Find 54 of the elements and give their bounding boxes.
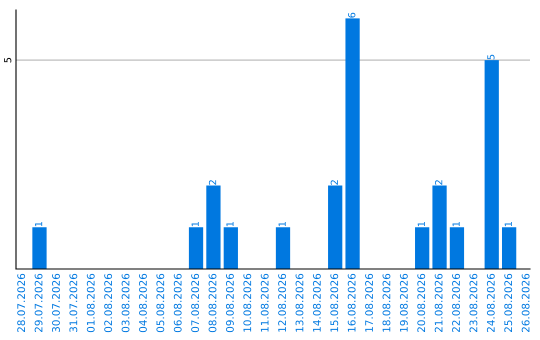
x-tick-label: 13.08.2026 xyxy=(296,274,304,332)
x-tick-label: 10.08.2026 xyxy=(243,274,252,332)
bar xyxy=(484,60,499,269)
bar xyxy=(415,227,430,269)
x-tick-label: 19.08.2026 xyxy=(400,274,408,332)
data-label: 2 xyxy=(435,180,442,185)
bar xyxy=(450,227,464,269)
x-tick-label: 21.08.2026 xyxy=(434,274,443,332)
data-label: 1 xyxy=(418,222,425,226)
x-tick-label: 12.08.2026 xyxy=(278,274,286,332)
x-tick-label: 08.08.2026 xyxy=(208,274,216,332)
x-tick-label: 09.08.2026 xyxy=(226,274,234,332)
data-label: 1 xyxy=(35,222,42,226)
data-label: 1 xyxy=(278,222,286,226)
x-tick-label: 20.08.2026 xyxy=(417,274,426,332)
x-tick-label: 28.07.2026 xyxy=(17,274,26,332)
bar xyxy=(188,227,204,269)
data-label: 1 xyxy=(452,222,460,226)
x-tick-label: 22.08.2026 xyxy=(452,274,460,332)
x-tick-label: 03.08.2026 xyxy=(122,274,130,332)
x-tick-label: 25.08.2026 xyxy=(504,274,512,332)
bar xyxy=(276,227,290,269)
data-label: 5 xyxy=(487,54,495,60)
x-tick-label: 05.08.2026 xyxy=(156,274,164,332)
x-tick-label: 23.08.2026 xyxy=(469,274,478,332)
x-tick-label: 07.08.2026 xyxy=(191,274,200,332)
data-label: 1 xyxy=(192,222,199,226)
data-label: 1 xyxy=(504,222,512,226)
bar xyxy=(224,227,238,269)
bar xyxy=(502,227,516,269)
x-tick-label: 17.08.2026 xyxy=(365,274,373,332)
x-tick-label: 15.08.2026 xyxy=(330,274,338,332)
x-tick-label: 11.08.2026 xyxy=(260,274,269,332)
x-tick-label: 26.08.2026 xyxy=(522,274,530,332)
x-tick-label: 02.08.2026 xyxy=(104,274,112,332)
x-tick-label: 30.07.2026 xyxy=(52,274,60,332)
x-tick-label: 18.08.2026 xyxy=(382,274,390,332)
data-label: 2 xyxy=(330,180,338,185)
data-label: 1 xyxy=(226,222,234,226)
data-label: 2 xyxy=(208,180,216,185)
data-label: 6 xyxy=(348,12,356,18)
x-tick-label: 31.07.2026 xyxy=(69,274,78,332)
x-tick-label: 14.08.2026 xyxy=(312,274,321,332)
x-tick-label: 06.08.2026 xyxy=(174,274,182,332)
bar xyxy=(206,185,221,269)
x-tick-label: 16.08.2026 xyxy=(348,274,356,332)
x-tick-label: 01.08.2026 xyxy=(86,274,95,332)
bar xyxy=(345,18,360,269)
x-tick-label: 24.08.2026 xyxy=(486,274,495,332)
bar xyxy=(328,185,342,269)
x-tick-label: 04.08.2026 xyxy=(138,274,147,332)
bar xyxy=(432,185,447,269)
x-tick-label: 29.07.2026 xyxy=(34,274,43,332)
bar xyxy=(32,227,47,269)
